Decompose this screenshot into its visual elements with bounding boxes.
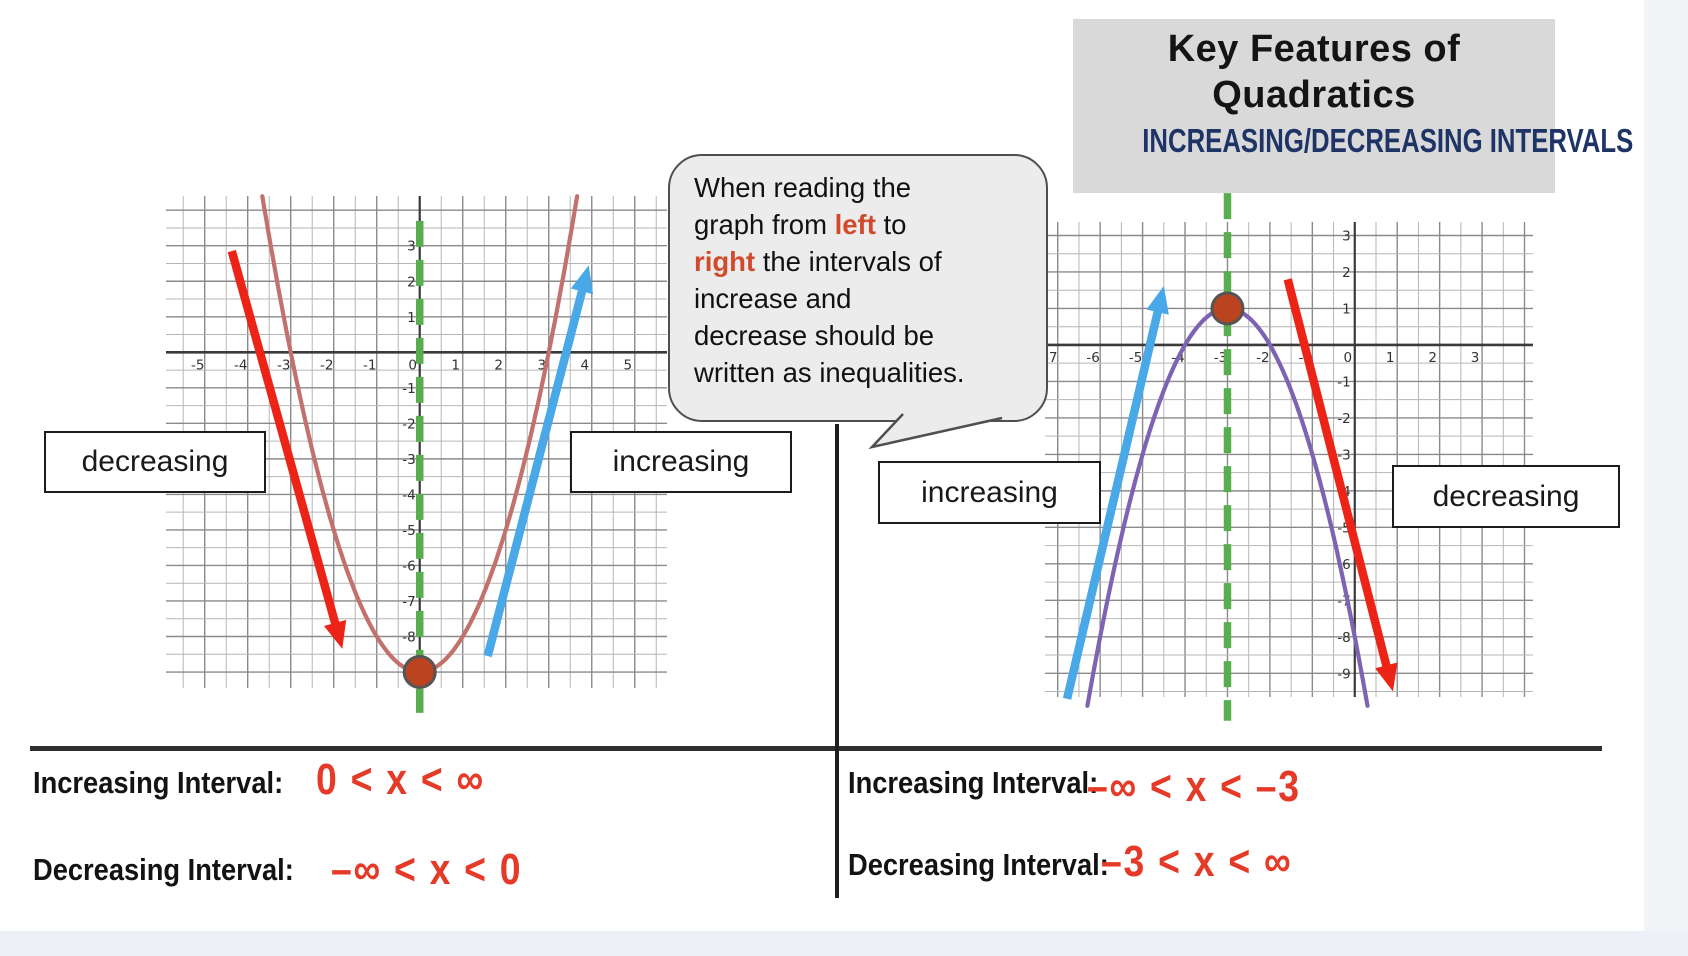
svg-text:2: 2 [494,357,503,373]
svg-text:-6: -6 [1086,350,1099,366]
svg-text:1: 1 [1342,301,1351,317]
svg-text:-3: -3 [277,357,290,373]
svg-text:-2: -2 [402,416,415,432]
svg-text:1: 1 [451,357,460,373]
svg-text:-5: -5 [191,357,204,373]
left-increasing-interval-label: Increasing Interval: [33,765,284,800]
svg-text:-7: -7 [402,594,415,610]
svg-text:-8: -8 [402,629,415,645]
title-subtitle: INCREASING/DECREASING INTERVALS [1142,122,1634,160]
svg-text:5: 5 [623,357,632,373]
svg-text:-6: -6 [402,558,415,574]
left-decreasing-label-box: decreasing [44,431,266,493]
svg-text:-5: -5 [402,523,415,539]
bubble-text-line: graph from left to [694,209,907,240]
bubble-text-line: decrease should be [694,320,935,351]
svg-text:-4: -4 [402,487,415,503]
svg-text:-4: -4 [234,357,247,373]
svg-text:-3: -3 [402,452,415,468]
title-line-1: Key Features of [1167,28,1461,70]
vertical-divider [835,424,839,898]
horizontal-divider [30,746,1602,751]
right-increasing-interval-value: –∞ < x < –3 [1087,762,1301,811]
svg-text:1: 1 [1386,350,1395,366]
svg-text:3: 3 [537,357,546,373]
bubble-text-line: written as inequalities. [694,357,965,388]
page-edge-strip-right [1644,0,1688,956]
svg-text:-2: -2 [1337,411,1350,427]
bubble-text-line: When reading the [694,172,912,203]
right-increasing-label-box: increasing [878,461,1101,524]
title-box: Key Features of Quadratics INCREASING/DE… [1073,19,1633,193]
left-increasing-interval-value: 0 < x < ∞ [316,755,485,804]
left-decreasing-interval-label: Decreasing Interval: [33,852,294,887]
svg-text:-1: -1 [402,381,415,397]
bubble-text-line: right the intervals of [694,246,942,277]
svg-text:3: 3 [407,239,416,255]
svg-text:4: 4 [580,357,589,373]
svg-text:2: 2 [1428,350,1437,366]
svg-text:-9: -9 [1337,666,1350,682]
svg-text:-5: -5 [1129,350,1142,366]
bubble-text-line: increase and [694,283,852,314]
right-decreasing-label-box: decreasing [1392,465,1620,528]
svg-text:1: 1 [407,310,416,326]
right-decreasing-interval-value: –3 < x < ∞ [1101,837,1293,886]
svg-text:2: 2 [1342,265,1351,281]
svg-text:0: 0 [1343,350,1352,366]
svg-text:-2: -2 [320,357,333,373]
svg-text:-1: -1 [363,357,376,373]
left-decreasing-interval-value: –∞ < x < 0 [331,845,523,894]
title-line-2: Quadratics [1212,73,1416,116]
svg-text:0: 0 [408,357,417,373]
speech-bubble-tail [868,413,1003,450]
svg-text:-3: -3 [1337,447,1350,463]
svg-text:-1: -1 [1337,374,1350,390]
svg-text:3: 3 [1471,350,1480,366]
speech-bubble: When reading the graph from left to right … [668,154,1048,422]
svg-text:-8: -8 [1337,630,1350,646]
left-increasing-label-box: increasing [570,431,792,493]
right-increasing-interval-label: Increasing Interval: [848,765,1099,800]
right-graph: -7-6-5-4-3-2-10123321-1-2-3-4-5-6-7-8-9 [1044,193,1533,721]
svg-text:2: 2 [407,274,416,290]
page-edge-strip-bottom [0,931,1688,956]
right-decreasing-interval-label: Decreasing Interval: [848,847,1109,882]
svg-text:-2: -2 [1256,350,1269,366]
svg-text:3: 3 [1342,228,1351,244]
